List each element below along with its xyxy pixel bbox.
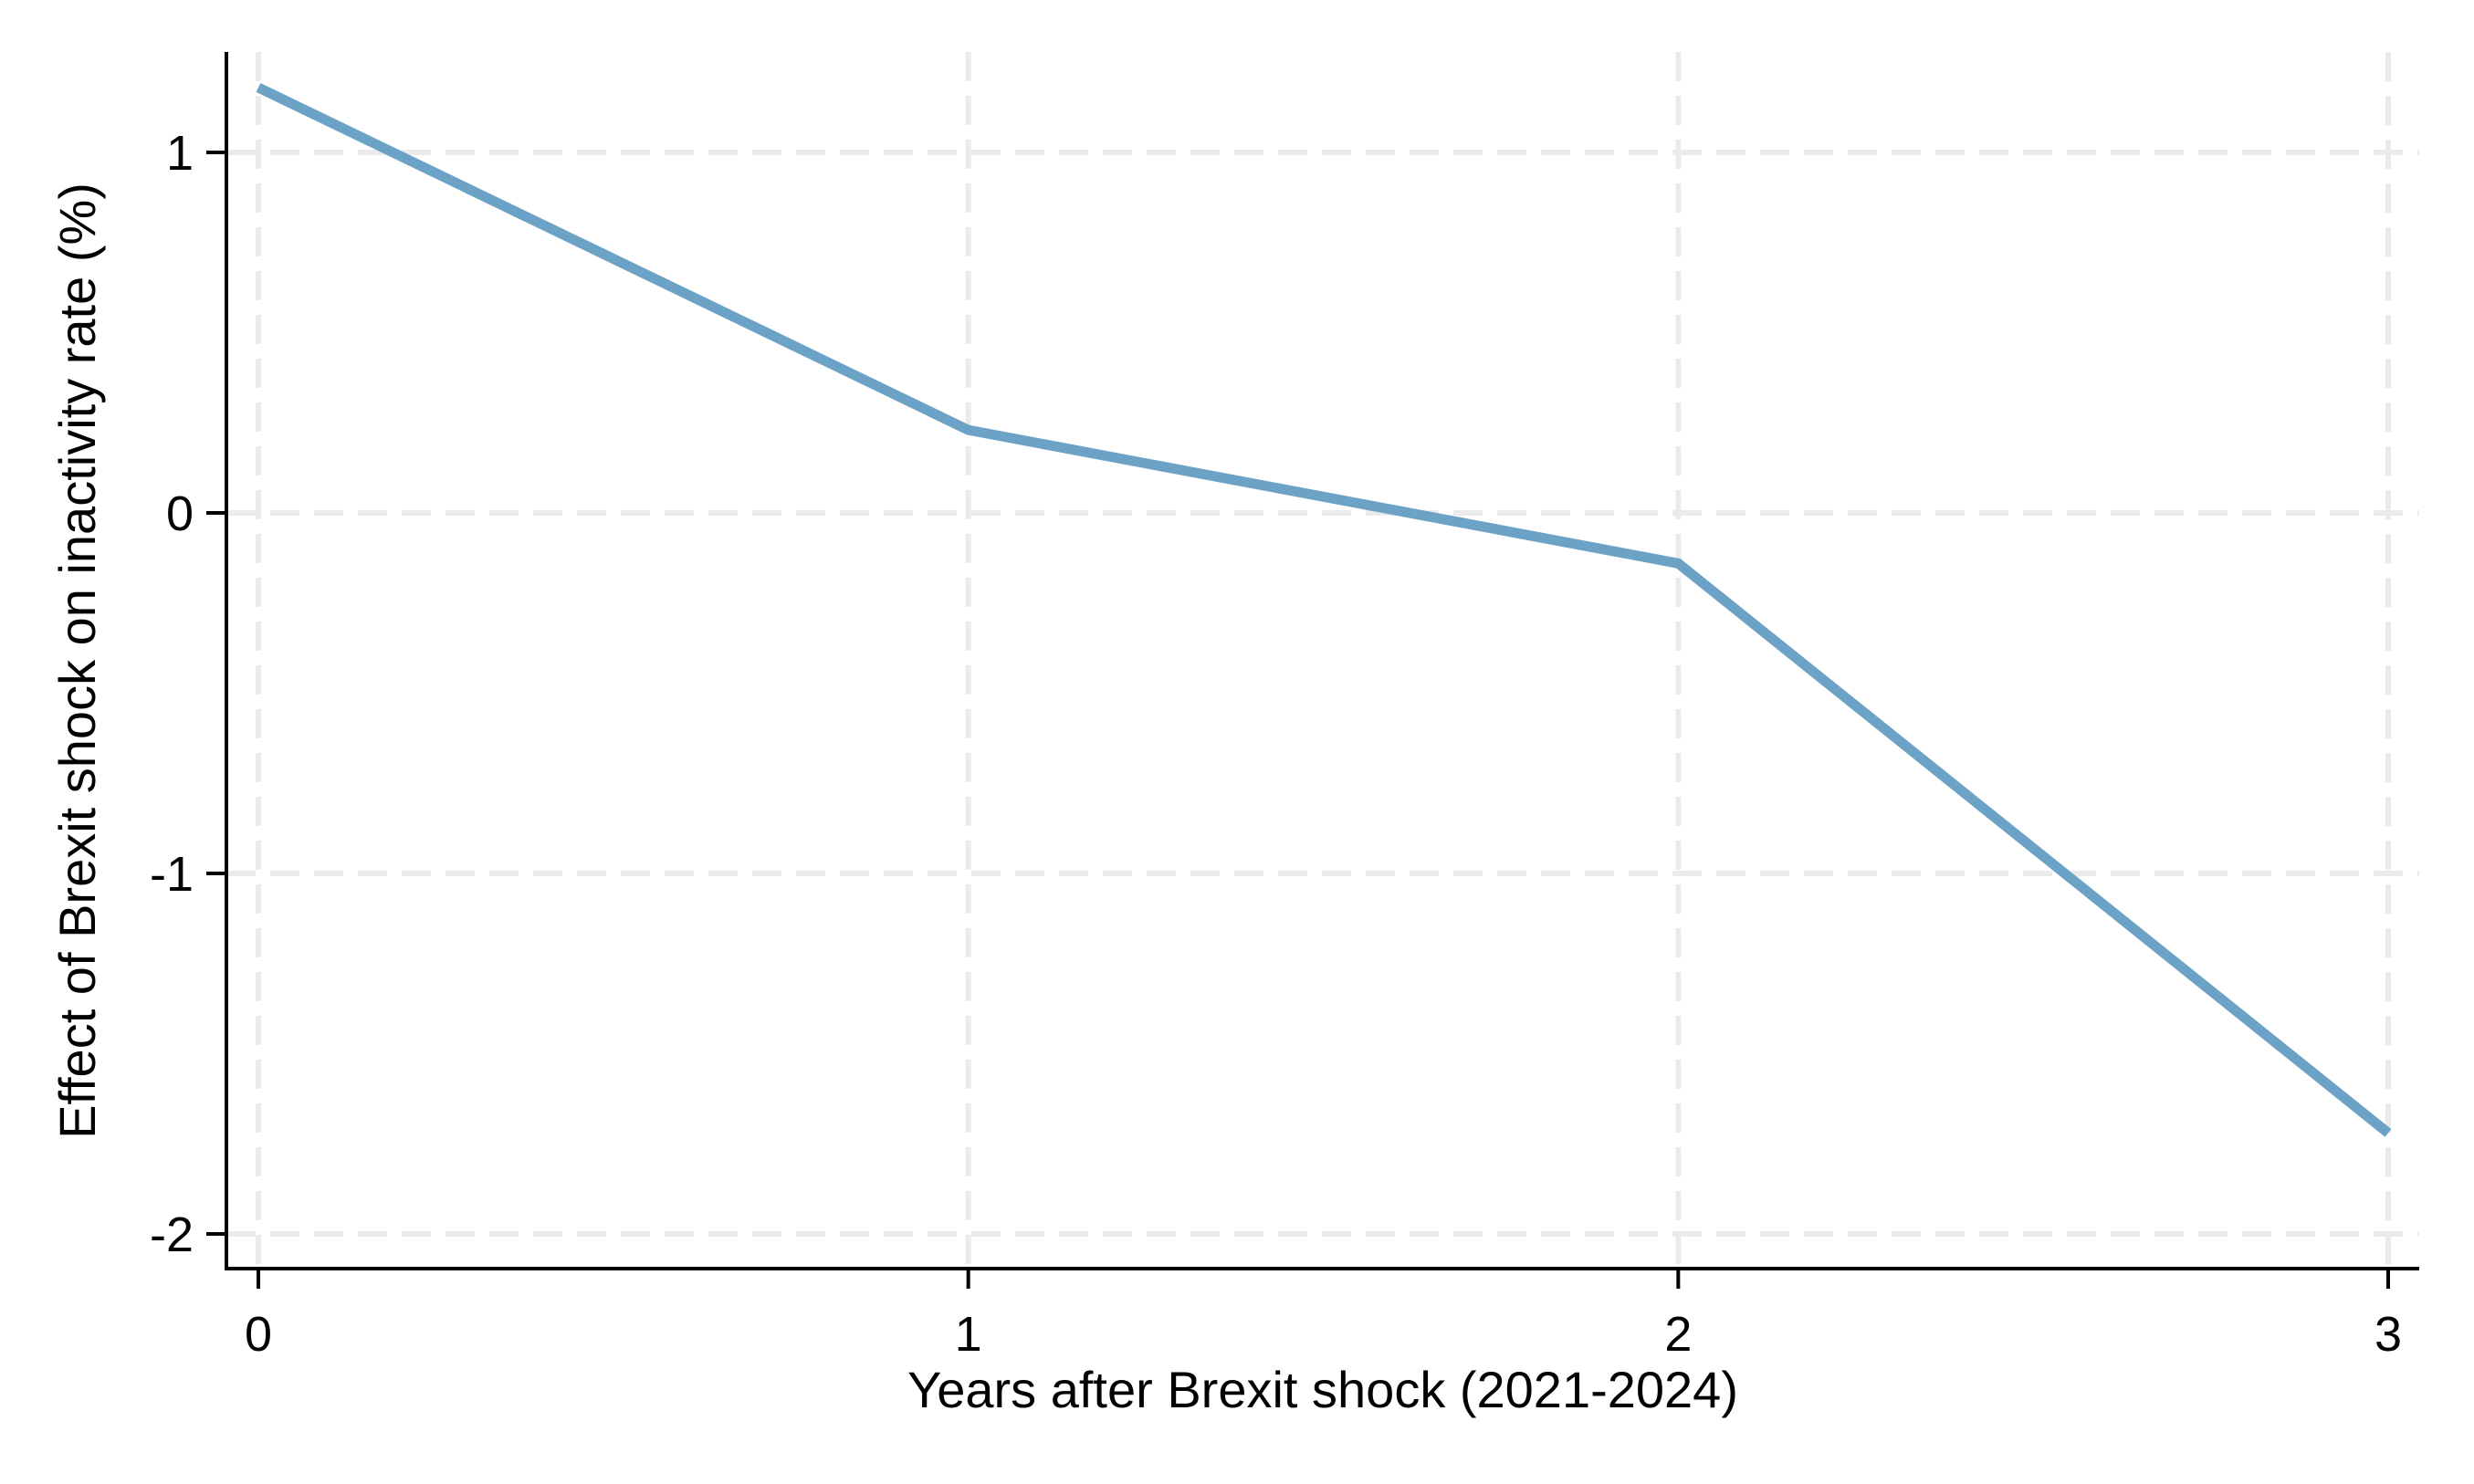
y-tick-label: -1	[150, 847, 194, 902]
x-axis-title: Years after Brexit shock (2021-2024)	[907, 1361, 1738, 1418]
x-tick-label: 3	[2374, 1307, 2402, 1362]
y-tick-label: 1	[166, 126, 194, 181]
x-tick-label: 2	[1664, 1307, 1692, 1362]
y-axis-title: Effect of Brexit shock on inactivity rat…	[48, 183, 106, 1139]
tick-marks	[206, 151, 2391, 1289]
data-line	[256, 82, 2392, 1137]
tick-labels: 1 0 -1 -2 0 1 2 3	[150, 126, 2402, 1362]
gridlines	[226, 52, 2419, 1269]
y-tick-label: 0	[166, 486, 194, 541]
x-tick-label: 1	[955, 1307, 982, 1362]
y-tick-label: -2	[150, 1207, 194, 1262]
axes	[225, 52, 2419, 1270]
series-line-group	[256, 82, 2392, 1137]
x-tick-label: 0	[245, 1307, 272, 1362]
